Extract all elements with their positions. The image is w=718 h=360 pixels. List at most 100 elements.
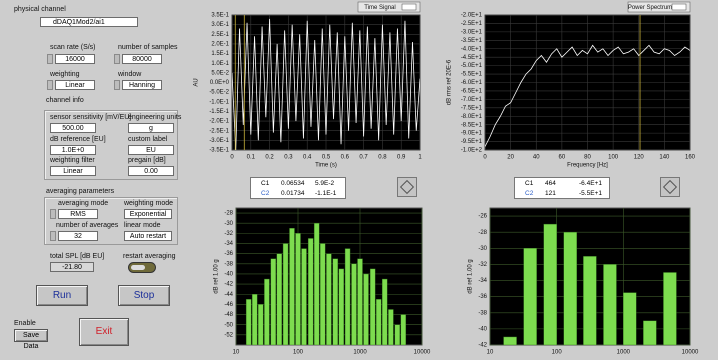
spinner[interactable] (114, 54, 120, 64)
numeric[interactable]: 32 (58, 231, 98, 241)
string[interactable]: g (128, 123, 174, 133)
x-tick-label: 0.7 (359, 155, 368, 161)
x-tick-label: 0.1 (247, 155, 256, 161)
spinner[interactable] (47, 80, 53, 90)
legend-label: Time Signal (364, 5, 395, 11)
x-tick-label: 10 (233, 350, 240, 356)
y-tick-label: -1.0E+2 (461, 148, 483, 154)
legend-label: Power Spectrum (628, 5, 672, 11)
y-tick-label: -6.5E+1 (461, 89, 483, 95)
numeric[interactable]: 0.00 (128, 166, 174, 176)
y-tick-label: 3.0E-1 (211, 22, 229, 28)
y-tick-label: 0.0E+0 (210, 80, 230, 86)
bar (381, 278, 388, 345)
x-tick-label: 140 (659, 155, 670, 161)
legend-swatch (671, 3, 687, 11)
numeric[interactable]: 1.0E+0 (50, 145, 96, 155)
cursor-x: 0.01734 (281, 190, 305, 197)
toggle[interactable] (128, 262, 156, 273)
bar (338, 268, 345, 345)
spinner[interactable] (50, 209, 56, 219)
bar (375, 299, 382, 345)
x-tick-label: 120 (634, 155, 645, 161)
x-axis-label: Frequency [Hz] (567, 163, 608, 169)
label: physical channel (14, 6, 66, 13)
y-tick-label: -44 (224, 292, 233, 298)
bar (503, 336, 517, 345)
label: channel info (46, 97, 84, 104)
y-tick-label: -7.5E+1 (461, 105, 483, 111)
numeric[interactable]: 500.00 (50, 123, 96, 133)
ring[interactable]: Hanning (122, 80, 162, 90)
ring[interactable]: Auto restart (124, 231, 172, 241)
y-tick-label: -28 (224, 211, 233, 217)
spinner[interactable] (47, 54, 53, 64)
y-tick-label: -1.5E-1 (209, 109, 229, 115)
bar (344, 248, 351, 345)
y-tick-label: -5.0E+1 (461, 63, 483, 69)
run-button[interactable]: Run (36, 285, 88, 306)
x-axis-label: Time (s) (315, 163, 337, 169)
ring[interactable]: Linear (50, 166, 96, 176)
string[interactable]: EU (128, 145, 174, 155)
y-tick-label: -30 (224, 221, 233, 227)
y-tick-label: -8.0E+1 (461, 114, 483, 120)
label: weighting filter (50, 157, 95, 164)
ring[interactable]: Exponential (124, 209, 172, 219)
x-tick-label: 100 (293, 350, 304, 356)
ring[interactable]: Linear (55, 80, 95, 90)
label: weighting (50, 71, 80, 78)
stop-button[interactable]: Stop (118, 285, 170, 306)
exit-button[interactable]: Exit (79, 318, 129, 346)
ring[interactable]: RMS (58, 209, 98, 219)
y-tick-label: -2.5E-1 (209, 128, 229, 134)
y-tick-label: -30 (478, 246, 487, 252)
label: sensor sensitivity [mV/EU] (50, 114, 132, 121)
channel-select[interactable]: dDAQ1Mod2/ai1 (40, 17, 138, 27)
cursor-y: -6.4E+1 (579, 180, 602, 187)
bar (295, 233, 301, 345)
bar (351, 263, 357, 345)
x-tick-label: 0 (230, 155, 234, 161)
y-tick-label: -1.0E-1 (209, 99, 229, 105)
bar (394, 324, 401, 345)
label: restart averaging (123, 253, 176, 260)
save-button[interactable]: Save Data (14, 329, 48, 350)
legend-swatch (401, 3, 417, 11)
label: Enable (14, 320, 36, 327)
label: window (118, 71, 142, 78)
bar (643, 320, 657, 345)
numeric[interactable]: 80000 (122, 54, 162, 64)
y-tick-label: -6.0E+1 (461, 80, 483, 86)
label: scan rate (S/s) (50, 44, 96, 51)
cursor-mover[interactable] (397, 177, 417, 197)
label: number of samples (118, 44, 178, 51)
bar (245, 299, 252, 345)
y-tick-label: -5.5E+1 (461, 72, 483, 78)
label: averaging parameters (46, 188, 115, 195)
legend-box (357, 1, 421, 13)
x-tick-label: 0.2 (265, 155, 274, 161)
y-axis-label: dB rms ref 20E-6 (447, 59, 453, 105)
y-axis-label: AU (194, 78, 200, 86)
x-tick-label: 1000 (353, 350, 367, 356)
y-tick-label: -3.0E+1 (461, 29, 483, 35)
label: engineering units (128, 114, 182, 121)
label: averaging mode (58, 200, 109, 207)
y-tick-label: -38 (224, 261, 233, 267)
x-tick-label: 0.5 (322, 155, 331, 161)
x-tick-label: 20 (507, 155, 514, 161)
x-tick-label: 100 (608, 155, 619, 161)
bar (563, 231, 577, 345)
y-tick-label: 5.0E-2 (211, 70, 229, 76)
cursor-mover[interactable] (660, 177, 680, 197)
spinner[interactable] (114, 80, 120, 90)
cursor-x: 121 (545, 190, 556, 197)
cursor-y: -1.1E-1 (315, 190, 337, 197)
x-tick-label: 0.9 (397, 155, 406, 161)
bar (623, 292, 637, 345)
numeric[interactable]: 16000 (55, 54, 95, 64)
x-tick-label: 0 (483, 155, 487, 161)
spinner[interactable] (50, 231, 56, 241)
